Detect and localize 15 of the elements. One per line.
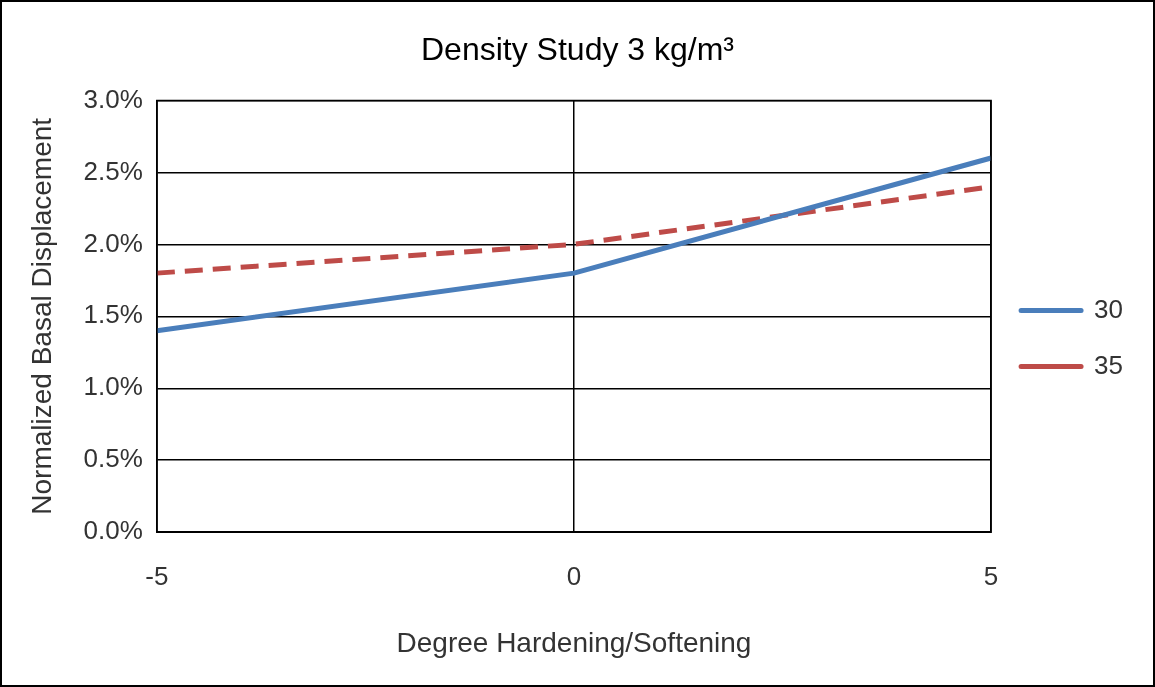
x-tick-label: 5 xyxy=(983,560,999,591)
x-tick-label: -5 xyxy=(145,560,169,591)
legend-label: 35 xyxy=(1094,349,1123,380)
y-tick-label: 0.5% xyxy=(83,443,143,474)
x-axis-title: Degree Hardening/Softening xyxy=(396,626,752,658)
y-tick-label: 2.5% xyxy=(83,155,143,186)
legend-label: 30 xyxy=(1094,293,1123,324)
y-axis-title: Normalized Basal Displacement xyxy=(25,117,57,515)
y-tick-label: 1.0% xyxy=(83,371,143,402)
y-tick-label: 3.0% xyxy=(83,83,143,114)
y-tick-label: 2.0% xyxy=(83,227,143,258)
y-tick-label: 1.5% xyxy=(83,299,143,330)
chart-title: Density Study 3 kg/m³ xyxy=(421,31,735,68)
y-tick-label: 0.0% xyxy=(83,515,143,546)
x-tick-label: 0 xyxy=(566,560,582,591)
